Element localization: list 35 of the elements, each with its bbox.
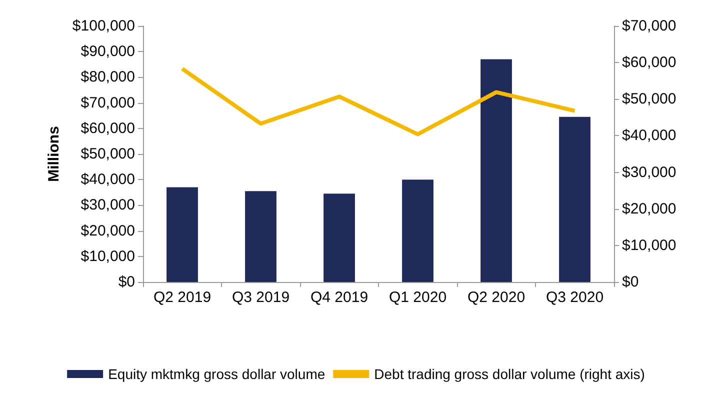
- x-tick-label: Q2 2019: [153, 289, 212, 306]
- y2-tick-label: $20,000: [622, 200, 676, 218]
- y-tick-label: $60,000: [80, 120, 135, 137]
- x-tick-label: Q2 2020: [467, 289, 526, 306]
- y-tick-label: $80,000: [80, 68, 135, 86]
- y2-tick-label: $40,000: [622, 127, 676, 144]
- y-tick-label: $30,000: [80, 196, 135, 214]
- y-tick-label: $20,000: [80, 222, 135, 240]
- bar: [324, 194, 355, 282]
- bar: [245, 191, 276, 282]
- y-tick-label: $90,000: [80, 43, 135, 60]
- bar: [480, 59, 512, 282]
- y2-tick-label: $60,000: [622, 54, 676, 72]
- x-tick-label: Q3 2020: [546, 289, 604, 306]
- y-tick-label: $40,000: [80, 171, 135, 188]
- x-tick-label: Q3 2019: [232, 289, 290, 306]
- bar: [166, 187, 198, 282]
- y2-tick-label: $10,000: [622, 236, 676, 254]
- bar: [559, 116, 590, 282]
- line-series: [180, 66, 577, 136]
- y-tick-label: $0: [118, 274, 135, 290]
- y-tick-label: $100,000: [72, 18, 135, 34]
- y-tick-label: $10,000: [80, 248, 135, 265]
- y2-tick-label: $30,000: [622, 164, 676, 181]
- y2-tick-label: $70,000: [622, 18, 676, 34]
- bar: [402, 180, 434, 282]
- legend-label: Equity mktmkg gross dollar volume: [108, 366, 326, 382]
- y2-tick-label: $50,000: [622, 90, 676, 108]
- x-tick-label: Q4 2019: [310, 289, 368, 306]
- legend-label: Debt trading gross dollar volume (right axis): [374, 366, 645, 382]
- x-tick-label: Q1 2020: [388, 289, 447, 306]
- y2-tick-label: $0: [622, 274, 639, 290]
- y-tick-label: $70,000: [80, 94, 135, 112]
- y-tick-label: $50,000: [80, 146, 135, 162]
- y-axis-title: Millions: [46, 126, 63, 182]
